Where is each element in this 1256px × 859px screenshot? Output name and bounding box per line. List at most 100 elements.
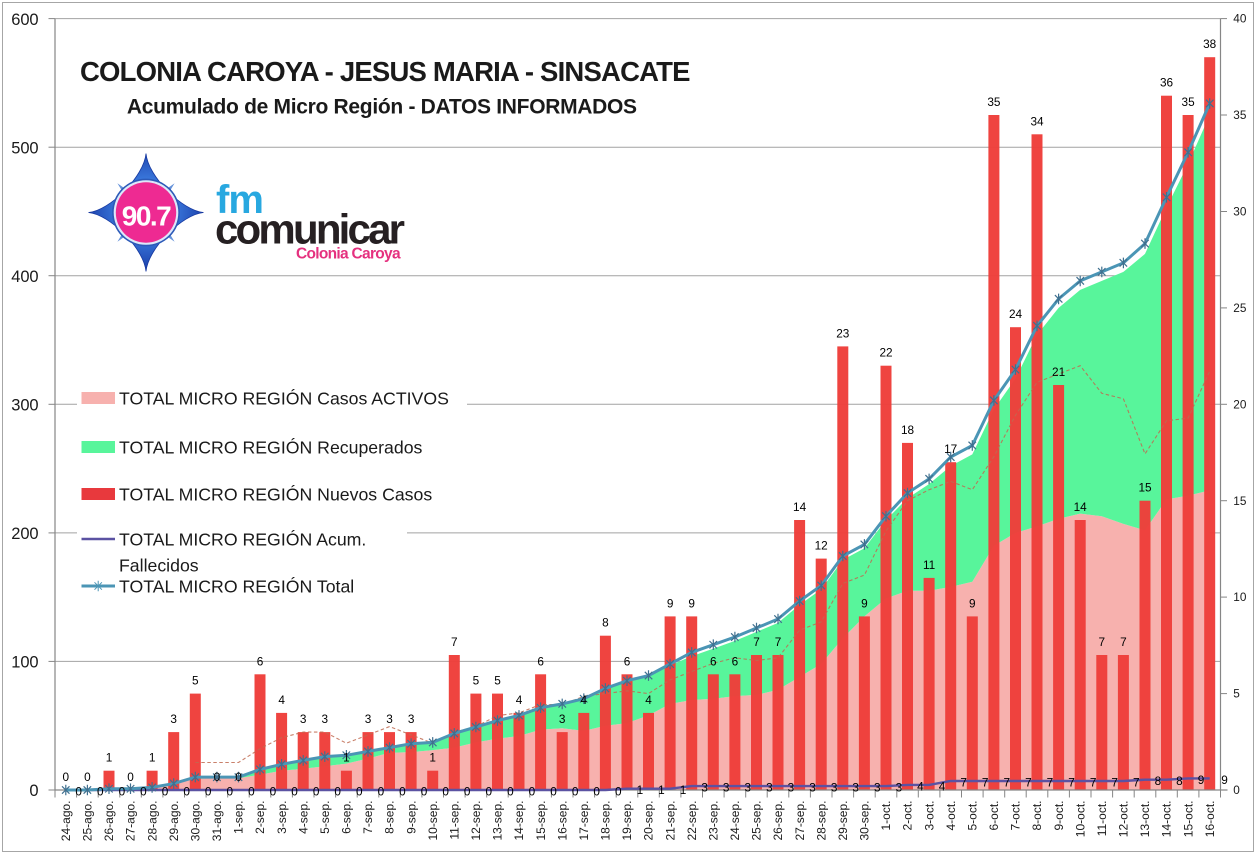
svg-text:40: 40	[1233, 12, 1247, 26]
svg-text:1: 1	[637, 783, 644, 797]
svg-text:0: 0	[162, 785, 169, 799]
svg-text:3: 3	[408, 712, 415, 726]
svg-text:2-oct.: 2-oct.	[901, 801, 915, 831]
svg-text:10-oct.: 10-oct.	[1073, 801, 1087, 838]
svg-text:0: 0	[183, 785, 190, 799]
svg-text:26-sep.: 26-sep.	[771, 801, 785, 841]
svg-text:3-sep.: 3-sep.	[275, 801, 289, 834]
svg-text:6: 6	[257, 654, 264, 668]
svg-text:6: 6	[624, 654, 631, 668]
svg-text:20-sep.: 20-sep.	[642, 801, 656, 841]
svg-text:5: 5	[473, 674, 480, 688]
svg-text:1: 1	[429, 751, 436, 765]
svg-text:0: 0	[442, 785, 449, 799]
svg-text:3: 3	[766, 781, 773, 795]
svg-text:27-sep.: 27-sep.	[793, 801, 807, 841]
svg-text:21-sep.: 21-sep.	[663, 801, 677, 841]
svg-text:4-oct.: 4-oct.	[944, 801, 958, 831]
svg-text:6-oct.: 6-oct.	[987, 801, 1001, 831]
svg-text:11-sep.: 11-sep.	[448, 801, 462, 840]
svg-text:0: 0	[227, 785, 234, 799]
svg-text:100: 100	[11, 654, 38, 672]
svg-text:12-oct.: 12-oct.	[1117, 801, 1131, 838]
svg-text:0: 0	[63, 770, 70, 784]
svg-text:11: 11	[923, 558, 935, 572]
svg-text:14-oct.: 14-oct.	[1160, 801, 1174, 838]
svg-text:35: 35	[1182, 95, 1196, 109]
svg-text:3: 3	[559, 712, 566, 726]
svg-text:7: 7	[1025, 776, 1032, 790]
svg-text:34: 34	[1030, 114, 1044, 128]
svg-text:Acumulado de Micro Región - DA: Acumulado de Micro Región - DATOS INFORM…	[127, 95, 637, 118]
svg-text:38: 38	[1203, 37, 1217, 51]
svg-text:12: 12	[815, 539, 828, 553]
svg-text:29-sep.: 29-sep.	[836, 801, 850, 841]
svg-text:4: 4	[917, 779, 924, 793]
svg-text:0: 0	[572, 785, 579, 799]
svg-text:0: 0	[291, 785, 298, 799]
svg-text:TOTAL MICRO REGIÓN Acum.: TOTAL MICRO REGIÓN Acum.	[119, 529, 366, 550]
svg-text:15-oct.: 15-oct.	[1181, 801, 1195, 838]
svg-text:28-ago.: 28-ago.	[145, 801, 159, 842]
svg-text:7: 7	[1133, 776, 1140, 790]
svg-text:9-sep.: 9-sep.	[404, 801, 418, 834]
svg-text:18: 18	[901, 423, 915, 437]
svg-text:comunicar: comunicar	[215, 206, 405, 253]
svg-text:0: 0	[356, 785, 363, 799]
svg-text:36: 36	[1160, 76, 1174, 90]
svg-text:17-sep.: 17-sep.	[577, 801, 591, 841]
svg-text:13-oct.: 13-oct.	[1138, 801, 1152, 838]
svg-text:0: 0	[593, 785, 600, 799]
svg-text:0: 0	[205, 785, 212, 799]
svg-text:6: 6	[732, 654, 739, 668]
svg-text:0: 0	[529, 785, 536, 799]
svg-text:TOTAL MICRO REGIÓN Recuperados: TOTAL MICRO REGIÓN Recuperados	[119, 437, 423, 458]
svg-text:0: 0	[421, 785, 428, 799]
svg-text:19-sep.: 19-sep.	[620, 801, 634, 841]
svg-text:8: 8	[1155, 774, 1162, 788]
svg-text:0: 0	[248, 785, 255, 799]
svg-text:0: 0	[1233, 783, 1240, 797]
svg-text:21: 21	[1052, 365, 1065, 379]
svg-text:26-ago.: 26-ago.	[102, 801, 116, 842]
svg-text:3: 3	[701, 781, 708, 795]
svg-text:7: 7	[982, 776, 989, 790]
svg-text:fm: fm	[216, 178, 263, 222]
svg-text:7: 7	[775, 635, 782, 649]
svg-text:17: 17	[944, 442, 957, 456]
svg-text:29-ago.: 29-ago.	[167, 801, 181, 842]
svg-text:3: 3	[852, 781, 859, 795]
svg-text:500: 500	[11, 139, 38, 157]
svg-text:22-sep.: 22-sep.	[685, 801, 699, 841]
svg-text:25: 25	[1233, 301, 1247, 315]
svg-text:5: 5	[494, 674, 501, 688]
svg-text:16-sep.: 16-sep.	[555, 801, 569, 841]
svg-text:400: 400	[11, 268, 38, 286]
svg-text:4: 4	[278, 693, 285, 707]
svg-text:3-oct.: 3-oct.	[922, 801, 936, 831]
svg-text:TOTAL MICRO REGIÓN Nuevos Caso: TOTAL MICRO REGIÓN Nuevos Casos	[119, 484, 432, 505]
svg-text:0: 0	[313, 785, 320, 799]
svg-text:0: 0	[235, 770, 242, 784]
svg-text:1: 1	[680, 783, 687, 797]
svg-text:31-ago.: 31-ago.	[210, 801, 224, 842]
svg-text:0: 0	[486, 785, 493, 799]
svg-text:11-oct.: 11-oct.	[1095, 801, 1109, 837]
svg-text:25-sep.: 25-sep.	[750, 801, 764, 841]
svg-text:24-ago.: 24-ago.	[59, 801, 73, 842]
svg-text:10-sep.: 10-sep.	[426, 801, 440, 841]
svg-text:0: 0	[378, 785, 385, 799]
svg-text:1: 1	[149, 751, 156, 765]
svg-text:0: 0	[399, 785, 406, 799]
svg-text:3: 3	[745, 781, 752, 795]
svg-text:8: 8	[1176, 774, 1183, 788]
svg-text:0: 0	[127, 770, 134, 784]
svg-text:7: 7	[1004, 776, 1011, 790]
svg-text:7: 7	[1090, 776, 1097, 790]
svg-text:7: 7	[1047, 776, 1054, 790]
svg-text:4: 4	[645, 693, 652, 707]
svg-text:3: 3	[170, 712, 177, 726]
svg-text:12-sep.: 12-sep.	[469, 801, 483, 841]
svg-text:5-oct.: 5-oct.	[966, 801, 980, 831]
svg-text:Fallecidos: Fallecidos	[119, 556, 199, 576]
